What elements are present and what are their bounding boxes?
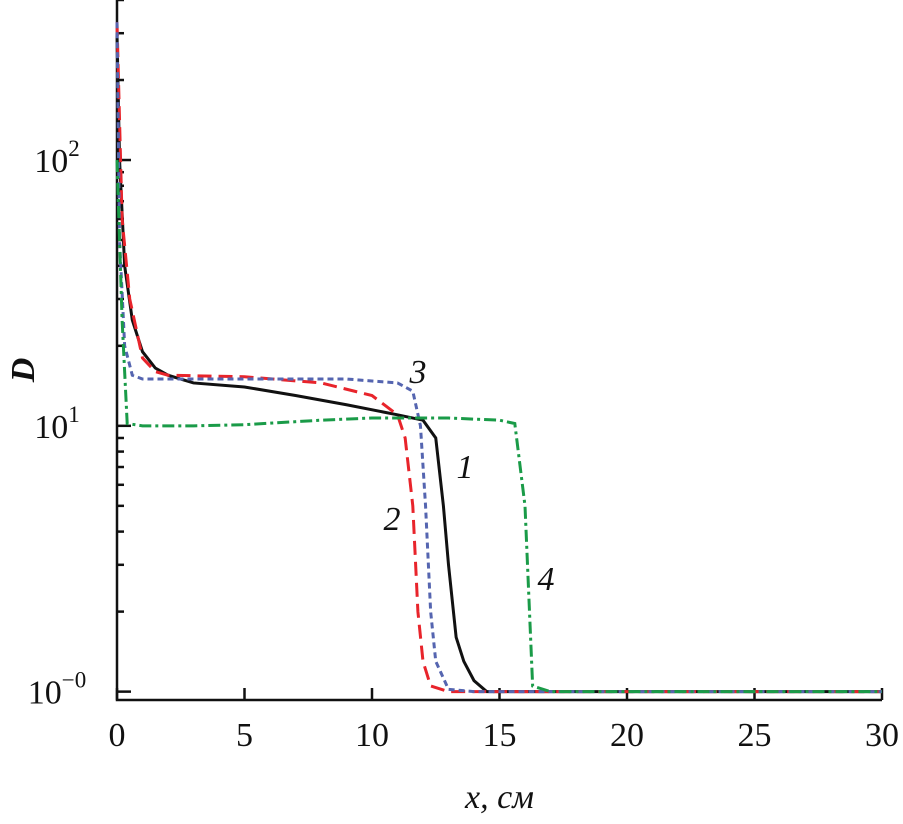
series-label: 2 (384, 501, 401, 538)
y-tick-base: 10 (34, 409, 68, 446)
series-line (115, 33, 882, 694)
axis-line (115, 0, 882, 702)
x-tick-label: 25 (738, 717, 772, 754)
x-tick-label: 30 (865, 717, 899, 754)
series-line (115, 22, 882, 694)
series-label: 1 (457, 449, 474, 486)
x-tick-label: 0 (109, 717, 126, 754)
x-tick-label: 15 (483, 717, 517, 754)
y-tick-base: 10 (34, 143, 68, 180)
y-tick-label: 10−0 (28, 668, 86, 712)
series-label: 4 (538, 561, 555, 598)
y-tick-exponent: 2 (68, 136, 80, 161)
y-tick-base: 10 (28, 675, 62, 712)
series-line (115, 22, 882, 694)
y-axis-label: D (5, 358, 42, 384)
x-tick-label: 20 (610, 717, 644, 754)
series-label: 3 (409, 354, 427, 391)
y-tick-exponent: 1 (68, 402, 80, 427)
y-tick-label: 101 (34, 402, 80, 446)
y-tick-exponent: −0 (62, 668, 86, 693)
x-tick-label: 10 (355, 717, 389, 754)
y-tick-label: 102 (34, 136, 80, 180)
x-tick-label: 5 (236, 717, 253, 754)
x-axis-label: x, см (464, 779, 534, 816)
series-line (115, 159, 882, 694)
